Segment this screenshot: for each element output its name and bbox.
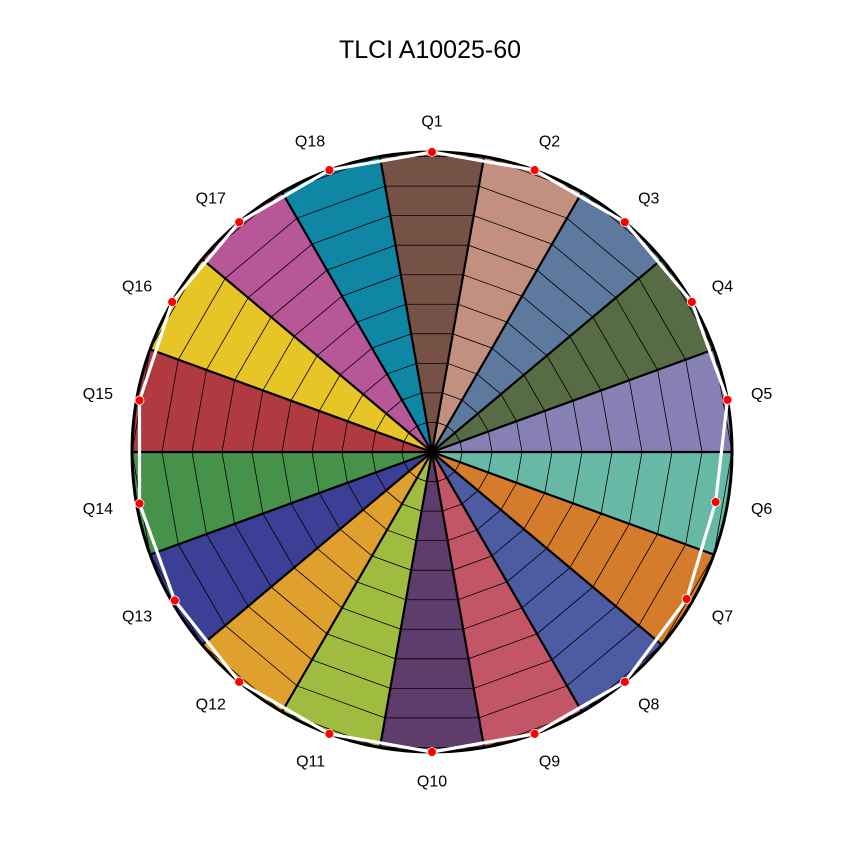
sector-divider bbox=[149, 450, 433, 556]
marker-q18 bbox=[324, 165, 335, 175]
sector-q15 bbox=[132, 349, 432, 452]
axis-label-q16: Q16 bbox=[122, 279, 152, 296]
marker-q12 bbox=[234, 676, 245, 687]
marker-q9 bbox=[529, 729, 540, 739]
marker-q10 bbox=[427, 747, 437, 757]
sector-divider bbox=[431, 451, 663, 646]
axis-label-q12: Q12 bbox=[196, 696, 226, 713]
marker-q11 bbox=[324, 729, 335, 739]
marker-q4 bbox=[686, 297, 697, 307]
label-group: Q1 Q2 Q3 Q4 Q5 Q6 Q7 Q8 Q9 Q10 Q11 Q12 Q13 Q14 Q15 Q16 Q… bbox=[83, 114, 773, 791]
marker-q2 bbox=[529, 165, 540, 175]
marker-q7 bbox=[681, 594, 692, 604]
sector-q16 bbox=[150, 259, 432, 452]
axis-label-q9: Q9 bbox=[539, 754, 560, 771]
sector-q10 bbox=[379, 452, 485, 752]
marker-q16 bbox=[167, 297, 178, 307]
sector-divider bbox=[431, 258, 663, 453]
sector-q17 bbox=[202, 192, 432, 452]
sector-q3 bbox=[432, 192, 662, 452]
sector-q9 bbox=[432, 452, 582, 748]
axis-label-q15: Q15 bbox=[83, 386, 113, 403]
axis-label-q14: Q14 bbox=[83, 501, 113, 518]
marker-q3 bbox=[619, 217, 630, 228]
sector-divider bbox=[431, 191, 583, 453]
sector-divider bbox=[430, 156, 486, 453]
sector-q5 bbox=[432, 349, 732, 452]
sector-q4 bbox=[432, 259, 714, 452]
axis-label-q13: Q13 bbox=[122, 609, 152, 626]
sector-group bbox=[132, 152, 732, 752]
sector-divider bbox=[201, 258, 433, 453]
sector-divider bbox=[281, 451, 433, 713]
axis-label-q3: Q3 bbox=[638, 191, 659, 208]
axis-label-q8: Q8 bbox=[638, 696, 659, 713]
axis-label-q7: Q7 bbox=[712, 609, 733, 626]
sector-q7 bbox=[432, 452, 714, 645]
sector-q14 bbox=[132, 452, 432, 555]
axis-label-q5: Q5 bbox=[751, 386, 772, 403]
marker-q6 bbox=[710, 497, 721, 507]
sector-divider bbox=[281, 191, 433, 453]
marker-q8 bbox=[619, 676, 630, 687]
marker-q13 bbox=[169, 595, 180, 606]
divider-group bbox=[132, 156, 732, 748]
sector-q18 bbox=[282, 156, 432, 452]
sector-q1 bbox=[379, 152, 485, 452]
marker-q1 bbox=[427, 147, 437, 157]
sector-divider bbox=[431, 450, 715, 556]
axis-label-q2: Q2 bbox=[539, 133, 560, 150]
marker-q5 bbox=[722, 395, 733, 405]
sector-divider bbox=[149, 348, 433, 454]
sector-q8 bbox=[432, 452, 662, 712]
axis-label-q1: Q1 bbox=[421, 114, 442, 131]
axis-label-q17: Q17 bbox=[196, 191, 226, 208]
axis-label-q4: Q4 bbox=[712, 279, 733, 296]
axis-label-q18: Q18 bbox=[295, 133, 325, 150]
sector-divider bbox=[430, 451, 486, 748]
sector-divider bbox=[378, 451, 434, 748]
marker-q15 bbox=[134, 395, 145, 406]
sector-q2 bbox=[432, 156, 582, 452]
sector-q11 bbox=[282, 452, 432, 748]
chart-title: TLCI A10025-60 bbox=[338, 36, 522, 64]
axis-label-q6: Q6 bbox=[751, 501, 772, 518]
sector-divider bbox=[431, 451, 583, 713]
sector-q12 bbox=[202, 452, 432, 712]
sector-q6 bbox=[432, 452, 732, 555]
sector-divider bbox=[378, 156, 434, 453]
marker-q14 bbox=[134, 498, 145, 509]
marker-q17 bbox=[234, 217, 245, 228]
sector-divider bbox=[201, 451, 433, 646]
marker-group bbox=[134, 147, 733, 757]
axis-label-q11: Q11 bbox=[296, 754, 325, 771]
sector-divider bbox=[431, 348, 715, 454]
axis-label-q10: Q10 bbox=[417, 774, 447, 791]
sector-q13 bbox=[150, 452, 432, 645]
